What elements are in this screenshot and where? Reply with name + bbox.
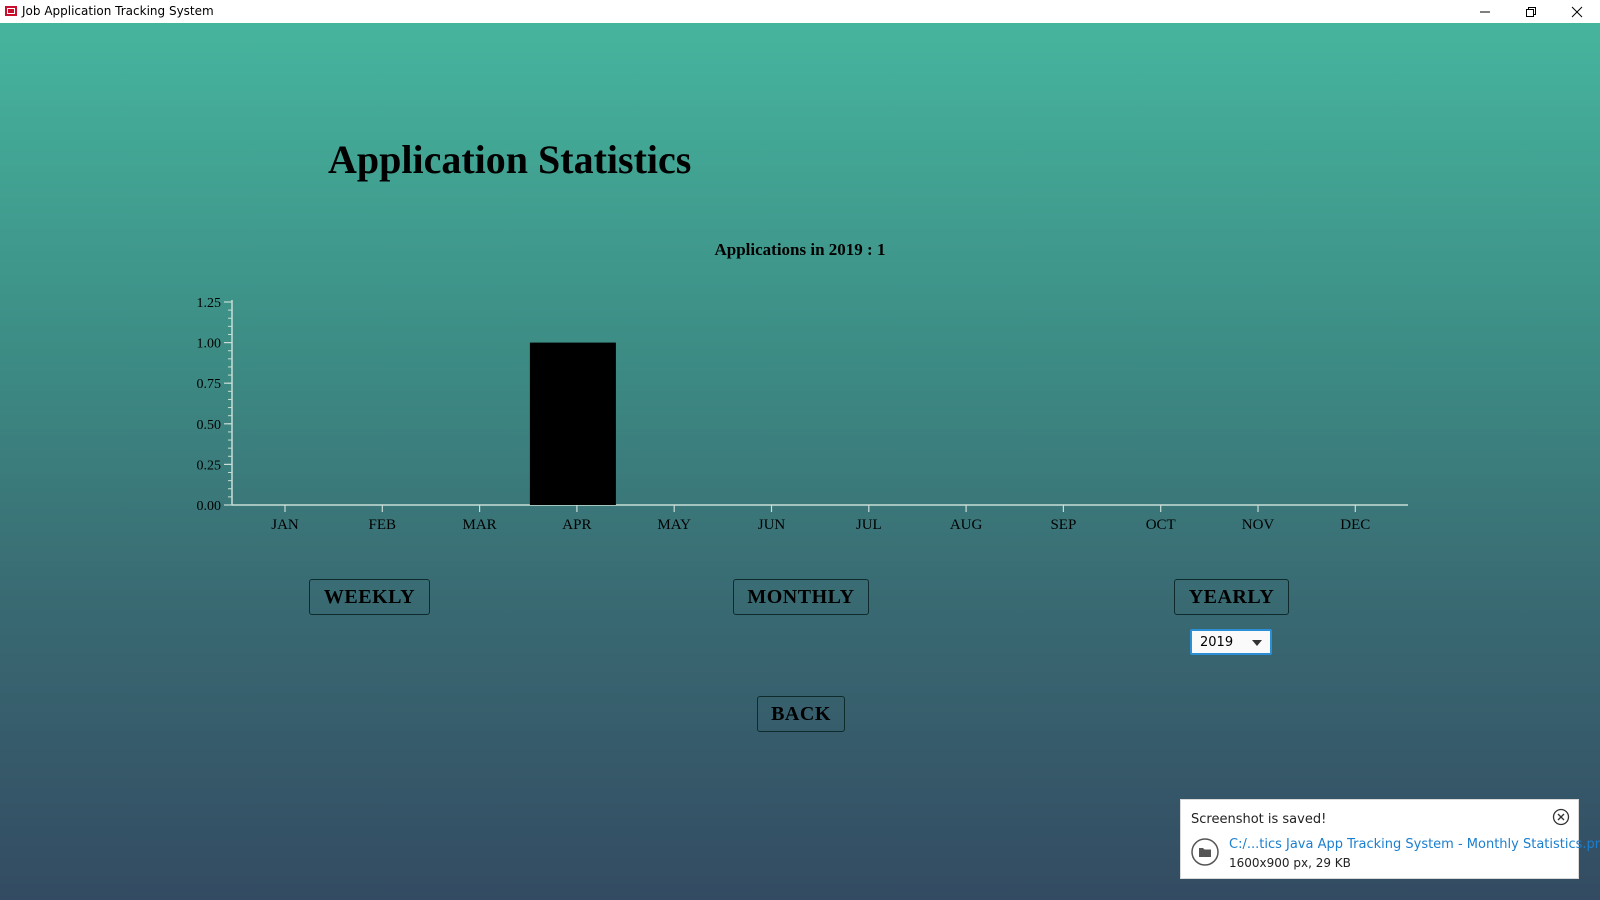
java-app-icon bbox=[5, 6, 17, 16]
screenshot-file-link[interactable]: C:/...tics Java App Tracking System - Mo… bbox=[1229, 837, 1600, 852]
yearly-button[interactable]: YEARLY bbox=[1174, 579, 1289, 615]
x-tick-label: JUL bbox=[856, 517, 882, 533]
window-title: Job Application Tracking System bbox=[22, 4, 214, 18]
x-tick-label: FEB bbox=[369, 517, 397, 533]
main-content bbox=[0, 23, 1600, 900]
y-tick-label: 1.00 bbox=[197, 337, 222, 352]
back-button[interactable]: BACK bbox=[757, 696, 845, 732]
x-tick-label: DEC bbox=[1340, 517, 1370, 533]
y-tick-label: 0.25 bbox=[197, 458, 222, 473]
x-tick-label: MAR bbox=[463, 517, 497, 533]
close-icon bbox=[1571, 6, 1583, 17]
x-tick-label: AUG bbox=[950, 517, 983, 533]
y-tick-label: 0.75 bbox=[197, 377, 222, 392]
monthly-button[interactable]: MONTHLY bbox=[733, 579, 869, 615]
year-dropdown[interactable]: 2019 bbox=[1190, 629, 1272, 655]
y-tick-label: 0.50 bbox=[197, 418, 222, 433]
restore-icon bbox=[1526, 6, 1536, 17]
year-dropdown-value: 2019 bbox=[1200, 635, 1234, 650]
x-tick-label: APR bbox=[562, 517, 591, 533]
x-tick-label: JUN bbox=[758, 517, 786, 533]
screenshot-file-info: 1600x900 px, 29 KB bbox=[1229, 856, 1351, 870]
bar-apr bbox=[529, 342, 616, 505]
restore-button[interactable] bbox=[1508, 0, 1554, 23]
close-circle-icon[interactable] bbox=[1552, 808, 1570, 826]
x-tick-label: OCT bbox=[1146, 517, 1176, 533]
screenshot-toast: Screenshot is saved! C:/...tics Java App… bbox=[1180, 799, 1600, 879]
y-tick-label: 1.25 bbox=[197, 296, 222, 311]
monthly-bar-chart: 0.00 0.25 0.50 0.75 1.00 1.25 JAN FEB MAR APR MAY J… bbox=[197, 296, 1408, 533]
y-tick-label: 0.00 bbox=[197, 499, 222, 514]
page-title: Application Statistics bbox=[328, 137, 692, 182]
chevron-down-icon bbox=[1252, 640, 1262, 646]
x-tick-label: MAY bbox=[657, 517, 691, 533]
x-tick-label: SEP bbox=[1050, 517, 1076, 533]
x-tick-label: JAN bbox=[271, 517, 299, 533]
close-button[interactable] bbox=[1554, 0, 1600, 23]
x-tick-label: NOV bbox=[1242, 517, 1275, 533]
weekly-button[interactable]: WEEKLY bbox=[309, 579, 430, 615]
chart-title: Applications in 2019 : 1 bbox=[0, 240, 1600, 260]
toast-title: Screenshot is saved! bbox=[1191, 812, 1327, 827]
folder-icon[interactable] bbox=[1191, 838, 1219, 866]
chart-title-text: Applications in 2019 : 1 bbox=[714, 240, 886, 259]
minimize-button[interactable] bbox=[1462, 0, 1508, 23]
minimize-icon bbox=[1480, 11, 1490, 12]
